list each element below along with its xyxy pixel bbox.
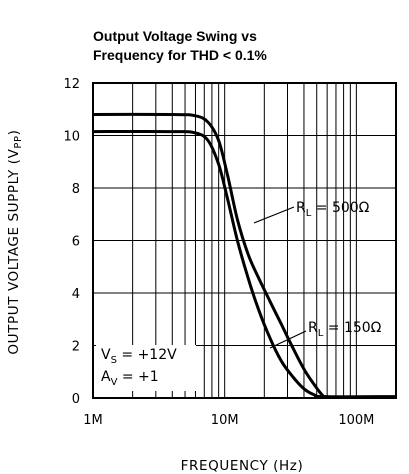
y-axis-label: OUTPUT VOLTAGE SUPPLY (VPP) xyxy=(6,129,24,354)
chart-title-line-1: Output Voltage Swing vs xyxy=(93,28,257,44)
series-line-rl-500 xyxy=(92,112,397,399)
series-label-rl-150: RL = 150Ω xyxy=(308,320,382,339)
rl-500-leader-line xyxy=(253,206,295,224)
y-tick-labels: 0 2 4 6 8 10 12 xyxy=(63,77,80,407)
x-axis-label: FREQUENCY (Hz) xyxy=(181,458,304,474)
x-tick-label: 1M xyxy=(83,413,103,428)
x-tick-labels: 1M 10M 100M xyxy=(83,413,374,428)
series-line-rl-150 xyxy=(92,129,397,399)
rl-150-leader-line xyxy=(269,330,307,349)
y-tick-label: 8 xyxy=(72,182,80,197)
condition-av: AV = +1 xyxy=(101,369,159,388)
y-tick-label: 4 xyxy=(72,287,80,302)
y-tick-label: 10 xyxy=(63,130,80,145)
plot-frame xyxy=(92,82,397,399)
data-curves xyxy=(92,112,397,399)
x-tick-label: 10M xyxy=(211,413,239,428)
condition-vs: VS = +12V xyxy=(101,347,177,366)
y-tick-label: 12 xyxy=(63,77,80,92)
conditions-box xyxy=(96,345,196,391)
y-tick-label: 2 xyxy=(72,340,80,355)
y-tick-label: 0 xyxy=(72,392,80,407)
grid-lines xyxy=(92,82,397,399)
series-label-rl-500: RL = 500Ω xyxy=(296,200,370,219)
chart-title-line-2: Frequency for THD < 0.1% xyxy=(93,47,267,63)
x-tick-label: 100M xyxy=(338,413,374,428)
y-tick-label: 6 xyxy=(72,235,80,250)
